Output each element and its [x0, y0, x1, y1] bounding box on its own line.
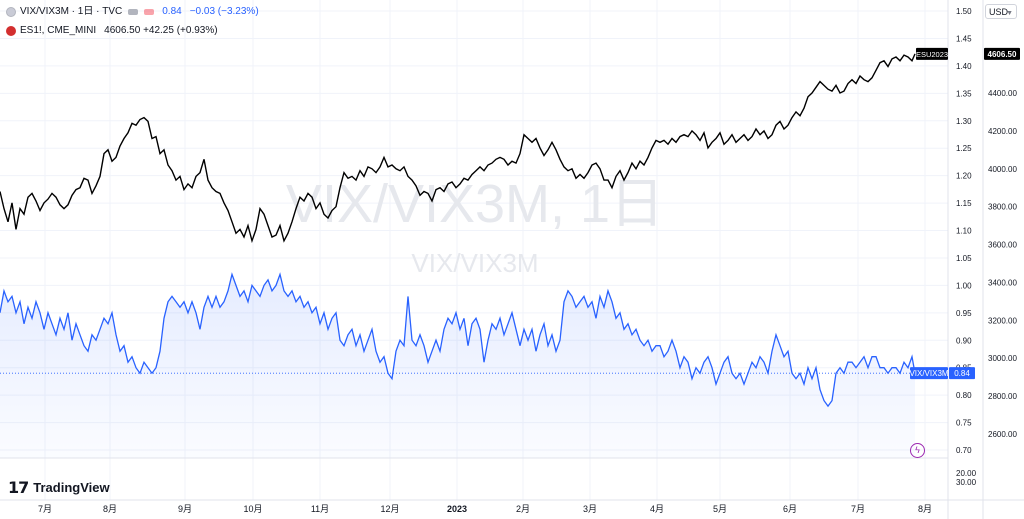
- legend-main-change: −0.03 (−3.23%): [189, 6, 259, 17]
- price-tick-label: 2800.00: [988, 392, 1017, 401]
- ratio-tick-label: 1.50: [956, 7, 972, 16]
- x-tick-label: 7月: [851, 504, 865, 514]
- vix-last-label: 0.84: [954, 369, 970, 378]
- ratio-tick-label: 1.45: [956, 34, 972, 43]
- legend-overlay-values: 4606.50 +42.25 (+0.93%): [104, 25, 218, 36]
- legend-main-row[interactable]: VIX/VIX3M · 1日 · TVC 0.84 −0.03 (−3.23%): [6, 5, 259, 19]
- vix-series-tag-bg: [910, 367, 948, 380]
- price-tick-label: 3800.00: [988, 203, 1017, 212]
- ratio-tick-label: 1.40: [956, 62, 972, 71]
- ratio-tick-label: 0.95: [956, 309, 972, 318]
- legend-main-last: 0.84: [162, 6, 182, 17]
- tradingview-logo[interactable]: 17 TradingView: [8, 478, 110, 497]
- x-tick-label: 9月: [178, 504, 192, 514]
- vix-area-fill: [0, 274, 915, 458]
- ratio-tick-label: 1.25: [956, 144, 972, 153]
- vix-last-label-bg: [949, 367, 975, 380]
- x-tick-label: 8月: [103, 504, 117, 514]
- price-tick-label: 4400.00: [988, 89, 1017, 98]
- branding-text: TradingView: [33, 480, 110, 495]
- ratio-tick-label: 0.90: [956, 336, 972, 345]
- price-tick-label: 4200.00: [988, 127, 1017, 136]
- x-tick-label: 2月: [516, 504, 530, 514]
- ratio-tick-label: 1.05: [956, 254, 972, 263]
- x-tick-label: 4月: [650, 504, 664, 514]
- price-tick-label: 4000.00: [988, 165, 1017, 174]
- chevron-down-icon: ▼: [1006, 10, 1013, 17]
- ratio-tick-label: 1.35: [956, 89, 972, 98]
- price-tick-label: 3000.00: [988, 354, 1017, 363]
- legend-overlay-name[interactable]: ES1!, CME_MINI: [20, 25, 97, 36]
- x-tick-label: 10月: [243, 504, 262, 514]
- x-tick-label: 5月: [713, 504, 727, 514]
- symbol-logo-icon: [6, 7, 16, 17]
- ratio-tick-label: 0.80: [956, 391, 972, 400]
- x-tick-label: 6月: [783, 504, 797, 514]
- price-tick-label: 3400.00: [988, 278, 1017, 287]
- x-tick-label: 12月: [380, 504, 399, 514]
- legend-overlay-row[interactable]: ES1!, CME_MINI 4606.50 +42.25 (+0.93%): [6, 24, 259, 38]
- ratio-tick-label: 1.20: [956, 172, 972, 181]
- x-tick-label: 11月: [311, 504, 329, 514]
- currency-selector[interactable]: USD ▼: [985, 4, 1017, 19]
- x-tick-label: 2023: [447, 504, 467, 514]
- watermark-small: VIX/VIX3M: [411, 248, 538, 278]
- vix-series-tag: VIX/VIX3M: [909, 369, 948, 378]
- x-tick-label: 7月: [38, 504, 52, 514]
- vix-series-line: [0, 272, 916, 408]
- x-tick-label: 3月: [583, 504, 597, 514]
- series-layer: [0, 53, 948, 458]
- es-series-line: [0, 53, 916, 244]
- price-tick-label: 2600.00: [988, 430, 1017, 439]
- currency-label: USD: [989, 7, 1009, 17]
- legend-main-name[interactable]: VIX/VIX3M · 1日 · TVC: [20, 6, 123, 17]
- ratio-tick-label: 0.70: [956, 446, 972, 455]
- flash-icon[interactable]: ϟ: [910, 443, 925, 458]
- x-tick-label: 8月: [918, 504, 932, 514]
- ratio-tick-label: 0.75: [956, 419, 972, 428]
- ratio-tick-label: 1.10: [956, 227, 972, 236]
- settings-icon[interactable]: [144, 9, 155, 15]
- eye-icon[interactable]: [128, 9, 139, 15]
- bottom-scale-label: 30.00: [956, 478, 977, 487]
- legend: VIX/VIX3M · 1日 · TVC 0.84 −0.03 (−3.23%)…: [6, 5, 259, 43]
- watermark-large: VIX/VIX3M, 1日: [286, 174, 664, 234]
- es-last-label-bg: [984, 47, 1020, 60]
- tradingview-logo-icon: 17: [8, 478, 29, 497]
- es-series-tag-bg: [916, 47, 948, 60]
- ratio-tick-label: 1.15: [956, 199, 972, 208]
- es-series-tag: ESU2023: [916, 50, 948, 59]
- overlay-logo-icon: [6, 26, 16, 36]
- price-tick-label: 3200.00: [988, 316, 1017, 325]
- bottom-scale-label: 20.00: [956, 469, 977, 478]
- ratio-tick-label: 1.00: [956, 281, 972, 290]
- ratio-tick-label: 1.30: [956, 117, 972, 126]
- price-tick-label: 3600.00: [988, 241, 1017, 250]
- es-last-label: 4606.50: [988, 50, 1017, 59]
